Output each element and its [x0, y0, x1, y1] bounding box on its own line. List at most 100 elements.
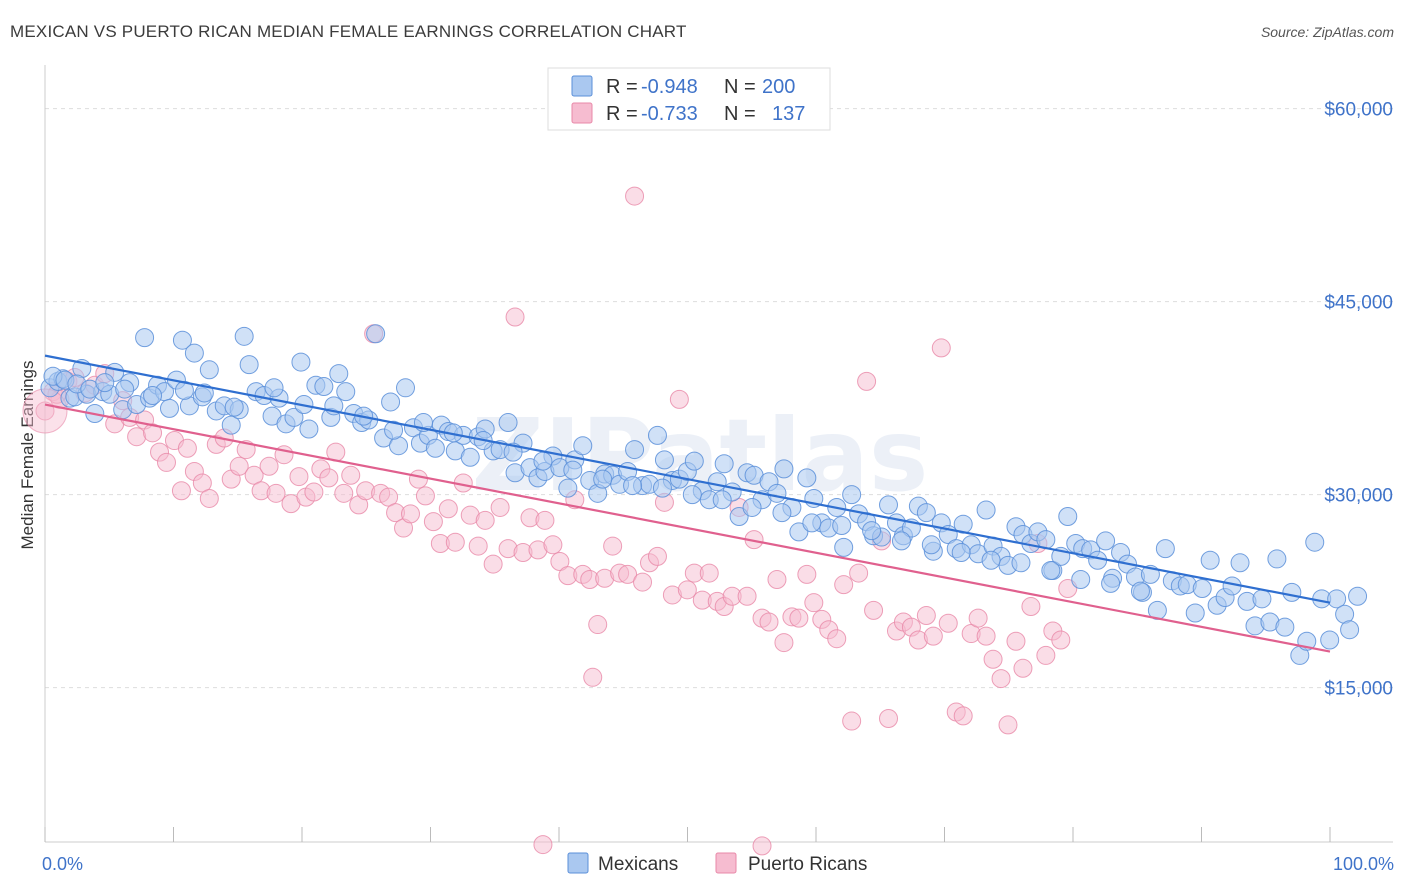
y-tick-label: $15,000	[1324, 679, 1393, 700]
puerto-rican-point	[879, 708, 899, 728]
mexican-point	[652, 478, 672, 498]
puerto-rican-point	[699, 563, 719, 583]
mexican-point	[832, 515, 852, 535]
puerto-rican-point	[199, 488, 219, 508]
puerto-rican-point	[827, 629, 847, 649]
mexican-point	[159, 398, 179, 418]
mexican-point	[314, 377, 334, 397]
puerto-rican-point	[857, 371, 877, 391]
mexican-point	[951, 543, 971, 562]
legend-box	[547, 67, 831, 131]
puerto-rican-point	[774, 633, 794, 653]
puerto-rican-point	[143, 423, 163, 443]
mexican-point	[1275, 617, 1295, 637]
mexican-point	[184, 343, 204, 363]
puerto-rican-point	[127, 427, 147, 447]
y-axis-title: Median Female Earnings	[18, 361, 37, 550]
y-tick-labels: $15,000 $30,000 $45,000 $60,000	[1324, 100, 1393, 700]
puerto-rican-point	[618, 564, 638, 584]
puerto-rican-point	[923, 626, 943, 646]
mexican-point	[135, 328, 155, 348]
puerto-rican-point	[998, 715, 1018, 735]
puerto-rican-point	[625, 186, 645, 206]
axes	[44, 65, 1393, 843]
mexican-point	[1200, 550, 1220, 570]
puerto-rican-point	[1013, 658, 1033, 678]
puerto-rican-point	[156, 452, 176, 472]
mexican-point	[1071, 570, 1091, 590]
puerto-rican-point	[647, 546, 667, 566]
mexican-point	[291, 352, 311, 372]
puerto-rican-point	[737, 586, 757, 606]
puerto-rican-point	[834, 575, 854, 595]
mexican-point	[460, 447, 480, 467]
mexican-point	[729, 506, 749, 526]
puerto-rican-point	[415, 486, 435, 506]
legend-r-value: -0.948	[641, 76, 698, 98]
puerto-rican-point	[171, 481, 191, 501]
mexican-point	[789, 522, 809, 542]
mexican-point	[1185, 603, 1205, 623]
mexican-point	[842, 485, 862, 505]
legend-n-label: N =	[724, 103, 756, 125]
puerto-rican-point	[505, 307, 525, 327]
mexican-point	[329, 364, 349, 384]
puerto-rican-point	[931, 338, 951, 358]
legend-n-label: N =	[724, 76, 756, 98]
puerto-rican-point	[633, 572, 653, 592]
legend-swatch-puerto-ricans	[715, 852, 737, 874]
chart-title: MEXICAN VS PUERTO RICAN MEDIAN FEMALE EA…	[10, 22, 687, 41]
legend-swatch-puerto-ricans	[571, 102, 593, 124]
puerto-rican-point	[475, 510, 495, 530]
puerto-rican-point	[864, 600, 884, 620]
legend-r-label: R =	[606, 76, 638, 98]
puerto-rican-point	[588, 615, 608, 635]
puerto-rican-point	[953, 706, 973, 726]
mexican-point	[891, 531, 911, 551]
puerto-rican-point	[259, 456, 279, 476]
puerto-rican-point	[583, 667, 603, 687]
puerto-rican-point	[423, 512, 443, 532]
puerto-rican-point	[767, 570, 787, 590]
x-tick-label: 0.0%	[42, 854, 83, 874]
mexican-point	[1305, 532, 1325, 552]
puerto-rican-point	[483, 554, 503, 574]
legend-n-value: 137	[772, 103, 805, 125]
puerto-rican-point	[1051, 630, 1071, 650]
mexican-trend-line	[44, 354, 1331, 604]
mexican-point	[976, 500, 996, 520]
mexican-point	[1252, 589, 1272, 609]
mexican-point	[647, 425, 667, 445]
mexican-point	[336, 382, 356, 402]
puerto-rican-point	[1036, 645, 1056, 665]
mexican-point	[1058, 506, 1078, 526]
puerto-rican-point	[759, 612, 779, 632]
mexican-point	[239, 355, 259, 375]
series-legend: Mexicans Puerto Ricans	[567, 852, 867, 875]
x-tick-label: 100.0%	[1333, 854, 1394, 874]
puerto-rican-point	[1021, 597, 1041, 617]
mexican-point	[1320, 630, 1340, 650]
mexican-point	[264, 378, 284, 398]
legend-label-mexicans: Mexicans	[598, 854, 678, 875]
puerto-rican-point	[669, 389, 689, 409]
mexican-point	[384, 420, 404, 440]
mexican-point	[1267, 549, 1287, 569]
mexican-point	[682, 485, 702, 505]
mexican-point	[772, 503, 792, 523]
puerto-rican-point	[535, 510, 555, 530]
mexican-point	[381, 392, 401, 412]
mexican-point	[879, 495, 899, 515]
mexican-point	[916, 503, 936, 523]
mexican-point	[1155, 539, 1175, 559]
mexican-point	[573, 436, 593, 456]
mexican-point	[143, 386, 163, 406]
mexican-point	[366, 324, 386, 344]
puerto-rican-trend-line	[44, 403, 1331, 653]
puerto-rican-point	[438, 499, 458, 519]
mexican-point	[1041, 561, 1061, 581]
puerto-rican-point	[797, 564, 817, 584]
puerto-rican-point	[445, 532, 465, 552]
mexican-point	[194, 383, 214, 403]
